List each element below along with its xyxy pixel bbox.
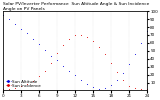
Text: Solar PV/Inverter Performance  Sun Altitude Angle & Sun Incidence Angle on PV Pa: Solar PV/Inverter Performance Sun Altitu… xyxy=(3,2,150,11)
Legend: Sun Altitude, Sun Incidence: Sun Altitude, Sun Incidence xyxy=(5,79,41,88)
